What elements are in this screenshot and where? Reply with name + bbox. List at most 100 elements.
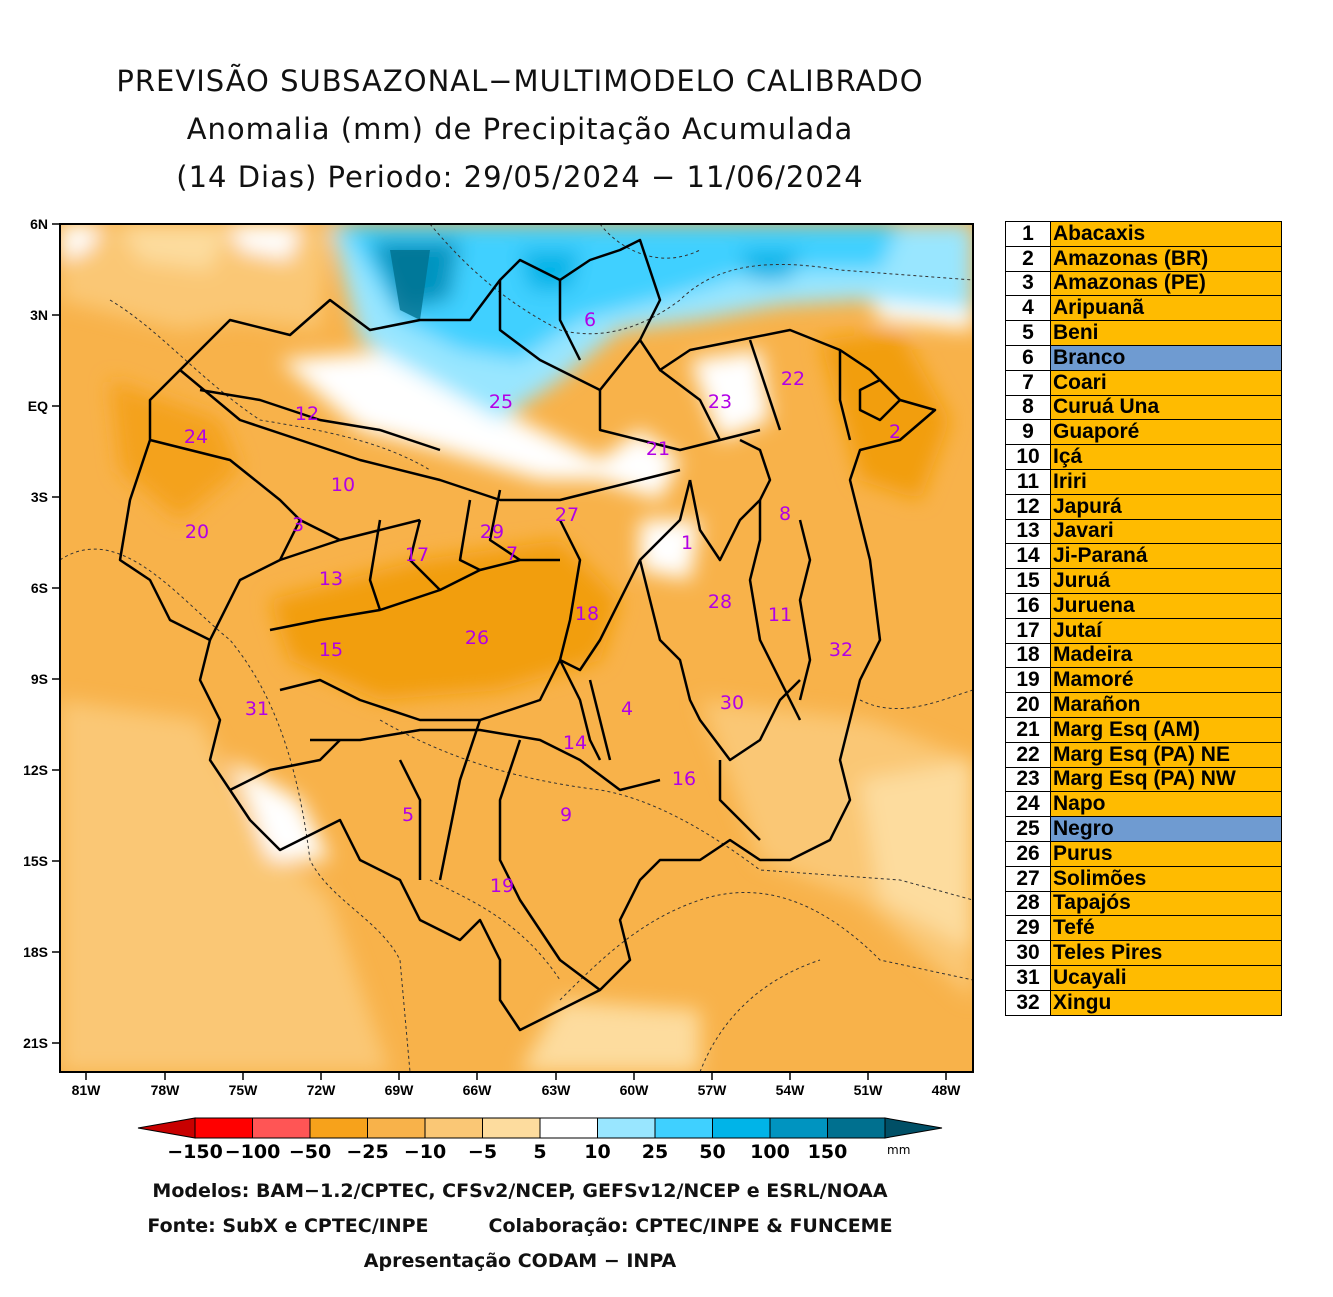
basin-label-2: 2 xyxy=(889,421,901,443)
precipitation-anomaly-map: 6N 3N EQ 3S 6S 9S 12S 15S 18S 21S 81W 78W 75W 72W 69W… xyxy=(23,216,974,1163)
basin-label-13: 13 xyxy=(319,568,343,590)
legend-basin-name: Javari xyxy=(1050,518,1282,545)
basin-label-27: 27 xyxy=(555,504,579,526)
lon-label: 72W xyxy=(307,1082,337,1098)
legend-number: 5 xyxy=(1005,320,1051,346)
lon-label: 48W xyxy=(932,1082,962,1098)
basin-label-5: 5 xyxy=(402,804,414,826)
colorbar-tick-label: −100 xyxy=(225,1141,281,1163)
legend-basin-name: Madeira xyxy=(1050,642,1282,669)
legend-basin-name: Solimões xyxy=(1050,865,1282,892)
legend-number: 30 xyxy=(1005,940,1051,966)
lon-label: 69W xyxy=(385,1082,415,1098)
legend-row: 25 Negro xyxy=(1005,816,1282,842)
colorbar-tick-label: 25 xyxy=(642,1141,668,1163)
legend-row: 24 Napo xyxy=(1005,791,1282,818)
lon-label: 60W xyxy=(620,1082,650,1098)
legend-row: 26 Purus xyxy=(1005,840,1282,867)
legend-basin-name: Marg Esq (AM) xyxy=(1050,716,1282,743)
basin-label-7: 7 xyxy=(506,543,518,565)
legend-basin-name: Marañon xyxy=(1050,692,1282,718)
basin-label-30: 30 xyxy=(720,692,744,714)
basin-label-28: 28 xyxy=(708,591,732,613)
basin-label-32: 32 xyxy=(829,639,853,661)
colorbar-segment xyxy=(712,1117,771,1139)
basin-label-17: 17 xyxy=(405,544,429,566)
legend-row: 13 Javari xyxy=(1005,518,1282,545)
legend-row: 18 Madeira xyxy=(1005,642,1282,669)
legend-basin-name: Branco xyxy=(1050,344,1282,371)
lat-label: 3S xyxy=(31,489,48,505)
legend-basin-name: Xingu xyxy=(1050,989,1282,1016)
colorbar-segment xyxy=(252,1117,311,1139)
legend-row: 3 Amazonas (PE) xyxy=(1005,270,1282,297)
legend-number: 17 xyxy=(1005,617,1051,644)
legend-row: 4 Aripuanã xyxy=(1005,295,1282,322)
basin-label-6: 6 xyxy=(584,309,596,331)
colorbar-tick-label: 100 xyxy=(750,1141,790,1163)
legend-row: 9 Guaporé xyxy=(1005,419,1282,446)
legend-basin-name: Juruena xyxy=(1050,592,1282,619)
legend-row: 32 Xingu xyxy=(1005,989,1282,1016)
basin-label-21: 21 xyxy=(646,438,670,460)
legend-row: 5 Beni xyxy=(1005,320,1282,346)
legend-row: 23 Marg Esq (PA) NW xyxy=(1005,766,1282,793)
legend-basin-name: Beni xyxy=(1050,320,1282,346)
colorbar-tick-label: −5 xyxy=(468,1141,497,1163)
lat-label: 15S xyxy=(23,853,48,869)
colorbar-segment xyxy=(827,1117,886,1139)
legend-number: 28 xyxy=(1005,890,1051,917)
legend-number: 32 xyxy=(1005,989,1051,1016)
basin-label-22: 22 xyxy=(781,368,805,390)
legend-number: 13 xyxy=(1005,518,1051,545)
legend-basin-name: Marg Esq (PA) NW xyxy=(1050,766,1282,793)
colorbar-tick-label: −25 xyxy=(346,1141,388,1163)
legend-row: 8 Curuá Una xyxy=(1005,394,1282,421)
title-line-2: Anomalia (mm) de Precipitação Acumulada xyxy=(186,112,854,146)
basin-label-11: 11 xyxy=(768,604,792,626)
legend-number: 24 xyxy=(1005,791,1051,818)
legend-row: 21 Marg Esq (AM) xyxy=(1005,716,1282,743)
legend-number: 12 xyxy=(1005,493,1051,520)
basin-label-9: 9 xyxy=(560,804,572,826)
basin-label-29: 29 xyxy=(480,521,504,543)
colorbar-arrow-right xyxy=(884,1117,943,1139)
lon-label: 51W xyxy=(854,1082,884,1098)
legend-row: 16 Juruena xyxy=(1005,592,1282,619)
legend-row: 22 Marg Esq (PA) NE xyxy=(1005,741,1282,768)
basin-labels: 1234567891011121314151617181920212223242… xyxy=(184,309,901,897)
country-borders xyxy=(60,224,973,1072)
legend-number: 20 xyxy=(1005,692,1051,718)
legend-row: 2 Amazonas (BR) xyxy=(1005,245,1282,272)
legend-basin-name: Içá xyxy=(1050,444,1282,470)
basin-label-12: 12 xyxy=(295,403,319,425)
basin-label-24: 24 xyxy=(184,426,208,448)
colorbar-segment xyxy=(194,1117,253,1139)
lat-label: 6N xyxy=(30,216,48,232)
legend-number: 9 xyxy=(1005,419,1051,446)
colorbar: −150 −100 −50 −25 −10 −5 5 10 25 50 100 150 mm xyxy=(137,1117,943,1163)
basin-label-26: 26 xyxy=(465,627,489,649)
lat-label: 3N xyxy=(30,307,48,323)
colorbar-segment xyxy=(597,1117,656,1139)
basin-label-18: 18 xyxy=(575,603,599,625)
legend-number: 21 xyxy=(1005,716,1051,743)
legend-basin-name: Teles Pires xyxy=(1050,940,1282,966)
colorbar-segment xyxy=(539,1117,598,1139)
legend-basin-name: Tapajós xyxy=(1050,890,1282,917)
basin-label-4: 4 xyxy=(621,698,633,720)
legend-basin-name: Mamoré xyxy=(1050,667,1282,694)
legend-row: 28 Tapajós xyxy=(1005,890,1282,917)
legend-number: 25 xyxy=(1005,816,1051,842)
basin-label-3: 3 xyxy=(292,514,304,536)
legend-number: 10 xyxy=(1005,444,1051,470)
legend-row: 12 Japurá xyxy=(1005,493,1282,520)
legend-row: 10 Içá xyxy=(1005,444,1282,470)
basin-label-1: 1 xyxy=(681,532,693,554)
colorbar-segment xyxy=(367,1117,426,1139)
legend-number: 8 xyxy=(1005,394,1051,421)
colorbar-segment xyxy=(482,1117,541,1139)
lat-label: 6S xyxy=(31,580,48,596)
lon-label: 75W xyxy=(229,1082,259,1098)
anomaly-field xyxy=(60,224,973,1072)
